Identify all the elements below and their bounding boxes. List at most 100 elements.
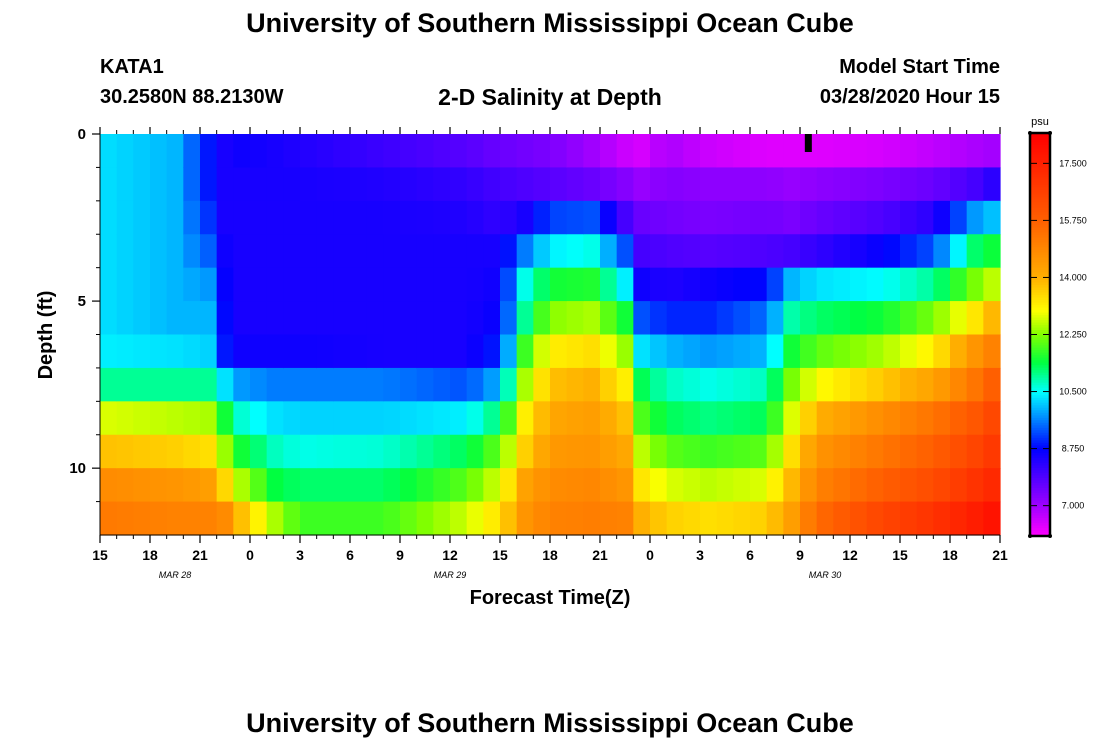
heatmap-cell — [800, 200, 818, 235]
heatmap-cell — [333, 401, 351, 436]
heatmap-cell — [533, 167, 551, 202]
heatmap-cell — [566, 401, 584, 436]
heatmap-cell — [900, 301, 918, 336]
heatmap-cell — [683, 301, 701, 336]
heatmap-cell — [750, 200, 768, 235]
heatmap-cell — [283, 267, 301, 302]
heatmap-cell — [150, 301, 168, 336]
x-tick-label: 0 — [246, 547, 254, 563]
heatmap-cell — [150, 334, 168, 369]
heatmap-cell — [566, 367, 584, 402]
colorbar-tick-label: 7.000 — [1062, 501, 1085, 511]
colorbar-band — [1031, 266, 1049, 270]
heatmap-cell — [183, 501, 201, 536]
heatmap-cell — [500, 301, 518, 336]
heatmap-cell — [733, 267, 751, 302]
heatmap-cell — [850, 501, 868, 536]
heatmap-cell — [800, 401, 818, 436]
heatmap-cell — [766, 167, 784, 202]
heatmap-cell — [200, 468, 218, 503]
heatmap-cell — [266, 267, 284, 302]
colorbar-band — [1031, 414, 1049, 418]
heatmap-cell — [316, 334, 334, 369]
heatmap-cell — [966, 267, 984, 302]
heatmap-cell — [883, 267, 901, 302]
heatmap-cell — [133, 334, 151, 369]
heatmap-cell — [583, 367, 601, 402]
heatmap-cell — [883, 167, 901, 202]
heatmap-cell — [683, 334, 701, 369]
x-tick-label: 15 — [892, 547, 908, 563]
colorbar-band — [1031, 181, 1049, 185]
heatmap-cell — [383, 301, 401, 336]
heatmap-cell — [283, 167, 301, 202]
colorbar-band — [1031, 499, 1049, 504]
heatmap-cell — [200, 301, 218, 336]
heatmap-cell — [216, 200, 234, 235]
heatmap-cell — [166, 367, 184, 402]
heatmap-cell — [666, 200, 684, 235]
heatmap-cell — [333, 334, 351, 369]
heatmap-cell — [666, 334, 684, 369]
heatmap-cell — [983, 434, 1001, 469]
heatmap-cell — [766, 200, 784, 235]
colorbar-band — [1031, 484, 1049, 488]
colorbar-band — [1031, 296, 1049, 301]
heatmap-cell — [516, 334, 534, 369]
heatmap-cell — [216, 334, 234, 369]
heatmap-cell — [666, 434, 684, 469]
heatmap-cell — [550, 134, 568, 169]
heatmap-cell — [550, 301, 568, 336]
heatmap-cell — [616, 234, 634, 269]
heatmap-cell — [300, 301, 318, 336]
heatmap-cell — [733, 200, 751, 235]
heatmap-cell — [683, 401, 701, 436]
x-tick-label: 6 — [346, 547, 354, 563]
heatmap-cell — [500, 367, 518, 402]
colorbar-band — [1031, 174, 1049, 178]
x-tick-label: 21 — [992, 547, 1008, 563]
colorbar-band — [1031, 284, 1049, 288]
colorbar-band — [1031, 512, 1049, 516]
heatmap-cell — [516, 200, 534, 235]
heatmap-cell — [650, 468, 668, 503]
heatmap-cell — [950, 167, 968, 202]
heatmap-cell — [566, 200, 584, 235]
heatmap-cell — [683, 468, 701, 503]
colorbar-band — [1031, 429, 1049, 433]
heatmap-cell — [816, 401, 834, 436]
heatmap-cell — [233, 267, 251, 302]
heatmap-cell — [483, 468, 501, 503]
heatmap-cell — [533, 301, 551, 336]
heatmap-cell — [883, 301, 901, 336]
heatmap-cell — [566, 334, 584, 369]
heatmap-cell — [900, 134, 918, 169]
heatmap-cell — [883, 334, 901, 369]
colorbar-band — [1031, 449, 1049, 453]
heatmap-cell — [533, 200, 551, 235]
heatmap-cell — [800, 501, 818, 536]
heatmap-cell — [416, 167, 434, 202]
heatmap-cell — [366, 434, 384, 469]
heatmap-cell — [933, 301, 951, 336]
heatmap-cell — [350, 267, 368, 302]
colorbar-band — [1031, 522, 1049, 526]
heatmap-cell — [583, 267, 601, 302]
heatmap-cell — [533, 267, 551, 302]
colorbar-band — [1031, 464, 1049, 468]
heatmap-cell — [666, 468, 684, 503]
colorbar-band — [1031, 374, 1049, 378]
heatmap-cell — [683, 434, 701, 469]
heatmap-cell — [350, 301, 368, 336]
colorbar-band — [1031, 487, 1049, 491]
heatmap-cell — [383, 234, 401, 269]
colorbar-band — [1031, 349, 1049, 353]
colorbar-band — [1031, 477, 1049, 481]
colorbar-band — [1031, 164, 1049, 168]
colorbar-band — [1031, 482, 1049, 486]
heatmap-cell — [983, 401, 1001, 436]
heatmap-cell — [850, 367, 868, 402]
heatmap-cell — [916, 434, 934, 469]
heatmap-cell — [233, 167, 251, 202]
colorbar-tick-label: 14.000 — [1059, 272, 1087, 282]
